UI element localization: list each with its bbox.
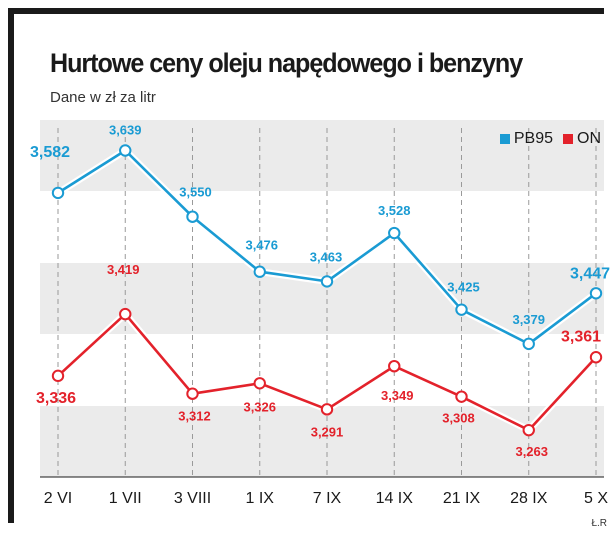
data-label: 3,419	[107, 262, 140, 277]
vertical-gridlines	[57, 128, 597, 477]
data-label: 3,528	[378, 203, 411, 218]
data-point	[455, 303, 468, 316]
legend-swatch-on	[563, 134, 573, 144]
data-label: 3,326	[243, 399, 276, 414]
data-point	[119, 307, 132, 321]
data-point	[320, 275, 334, 288]
series-layer: 3,582 3,639 3,550 3,476 3,463 3,528 3,425 3,379…	[30, 122, 610, 459]
data-label: 3,379	[512, 312, 545, 327]
frame-top-bar	[8, 8, 604, 14]
background-band-2	[40, 406, 604, 477]
data-point	[589, 287, 603, 300]
legend-label-on: ON	[577, 130, 601, 147]
series-on: 3,336 3,419 3,312 3,326 3,291 3,349 3,308 3,263…	[36, 262, 603, 459]
data-label: 3,476	[245, 238, 278, 253]
data-label: 3,263	[515, 444, 548, 459]
data-point	[388, 226, 401, 240]
data-label: 3,336	[36, 390, 76, 407]
data-label: 3,463	[310, 249, 343, 264]
series-pb95: 3,582 3,639 3,550 3,476 3,463 3,528 3,425 3,379…	[30, 122, 610, 351]
data-label: 3,308	[442, 411, 475, 426]
data-label: 3,361	[561, 328, 601, 345]
x-tick-label: 21 IX	[443, 490, 481, 507]
x-tick-label: 7 IX	[313, 490, 342, 507]
x-tick-label: 3 VIII	[174, 490, 211, 507]
x-tick-label: 5 X	[584, 490, 608, 507]
data-point	[186, 387, 199, 400]
x-tick-label: 1 VII	[109, 490, 142, 507]
x-tick-labels: 2 VI 1 VII 3 VIII 1 IX 7 IX 14 IX 21 IX 28 IX 5 …	[44, 490, 609, 507]
data-point	[589, 351, 603, 364]
chart-title: Hurtowe ceny oleju napędowego i benzyny	[50, 48, 523, 78]
data-label: 3,291	[311, 424, 344, 439]
data-point	[388, 359, 401, 373]
legend: PB95 ON	[499, 130, 601, 148]
frame-left-bar	[8, 8, 14, 523]
chart-subtitle: Dane w zł za litr	[50, 89, 156, 106]
x-tick-label: 28 IX	[510, 490, 548, 507]
data-point	[186, 210, 199, 223]
data-point	[522, 423, 535, 437]
data-label: 3,639	[109, 122, 142, 137]
data-point	[119, 144, 132, 157]
data-label: 3,312	[178, 409, 211, 424]
legend-swatch-pb95	[499, 134, 510, 144]
data-point	[253, 265, 266, 278]
data-label: 3,550	[179, 185, 212, 200]
legend-label-pb95: PB95	[513, 130, 553, 147]
data-point	[253, 377, 266, 390]
x-tick-label: 2 VI	[44, 490, 72, 507]
data-point	[51, 186, 65, 200]
data-point	[51, 369, 65, 383]
x-tick-label: 1 IX	[246, 490, 275, 507]
data-label: 3,349	[381, 388, 414, 403]
data-point	[320, 403, 334, 416]
data-point	[522, 337, 535, 351]
x-tick-label: 14 IX	[376, 490, 414, 507]
data-label: 3,447	[570, 265, 610, 282]
data-point	[455, 390, 468, 403]
data-label: 3,425	[447, 280, 480, 295]
credit-label: Ł.R	[591, 518, 607, 529]
data-label: 3,582	[30, 144, 70, 161]
